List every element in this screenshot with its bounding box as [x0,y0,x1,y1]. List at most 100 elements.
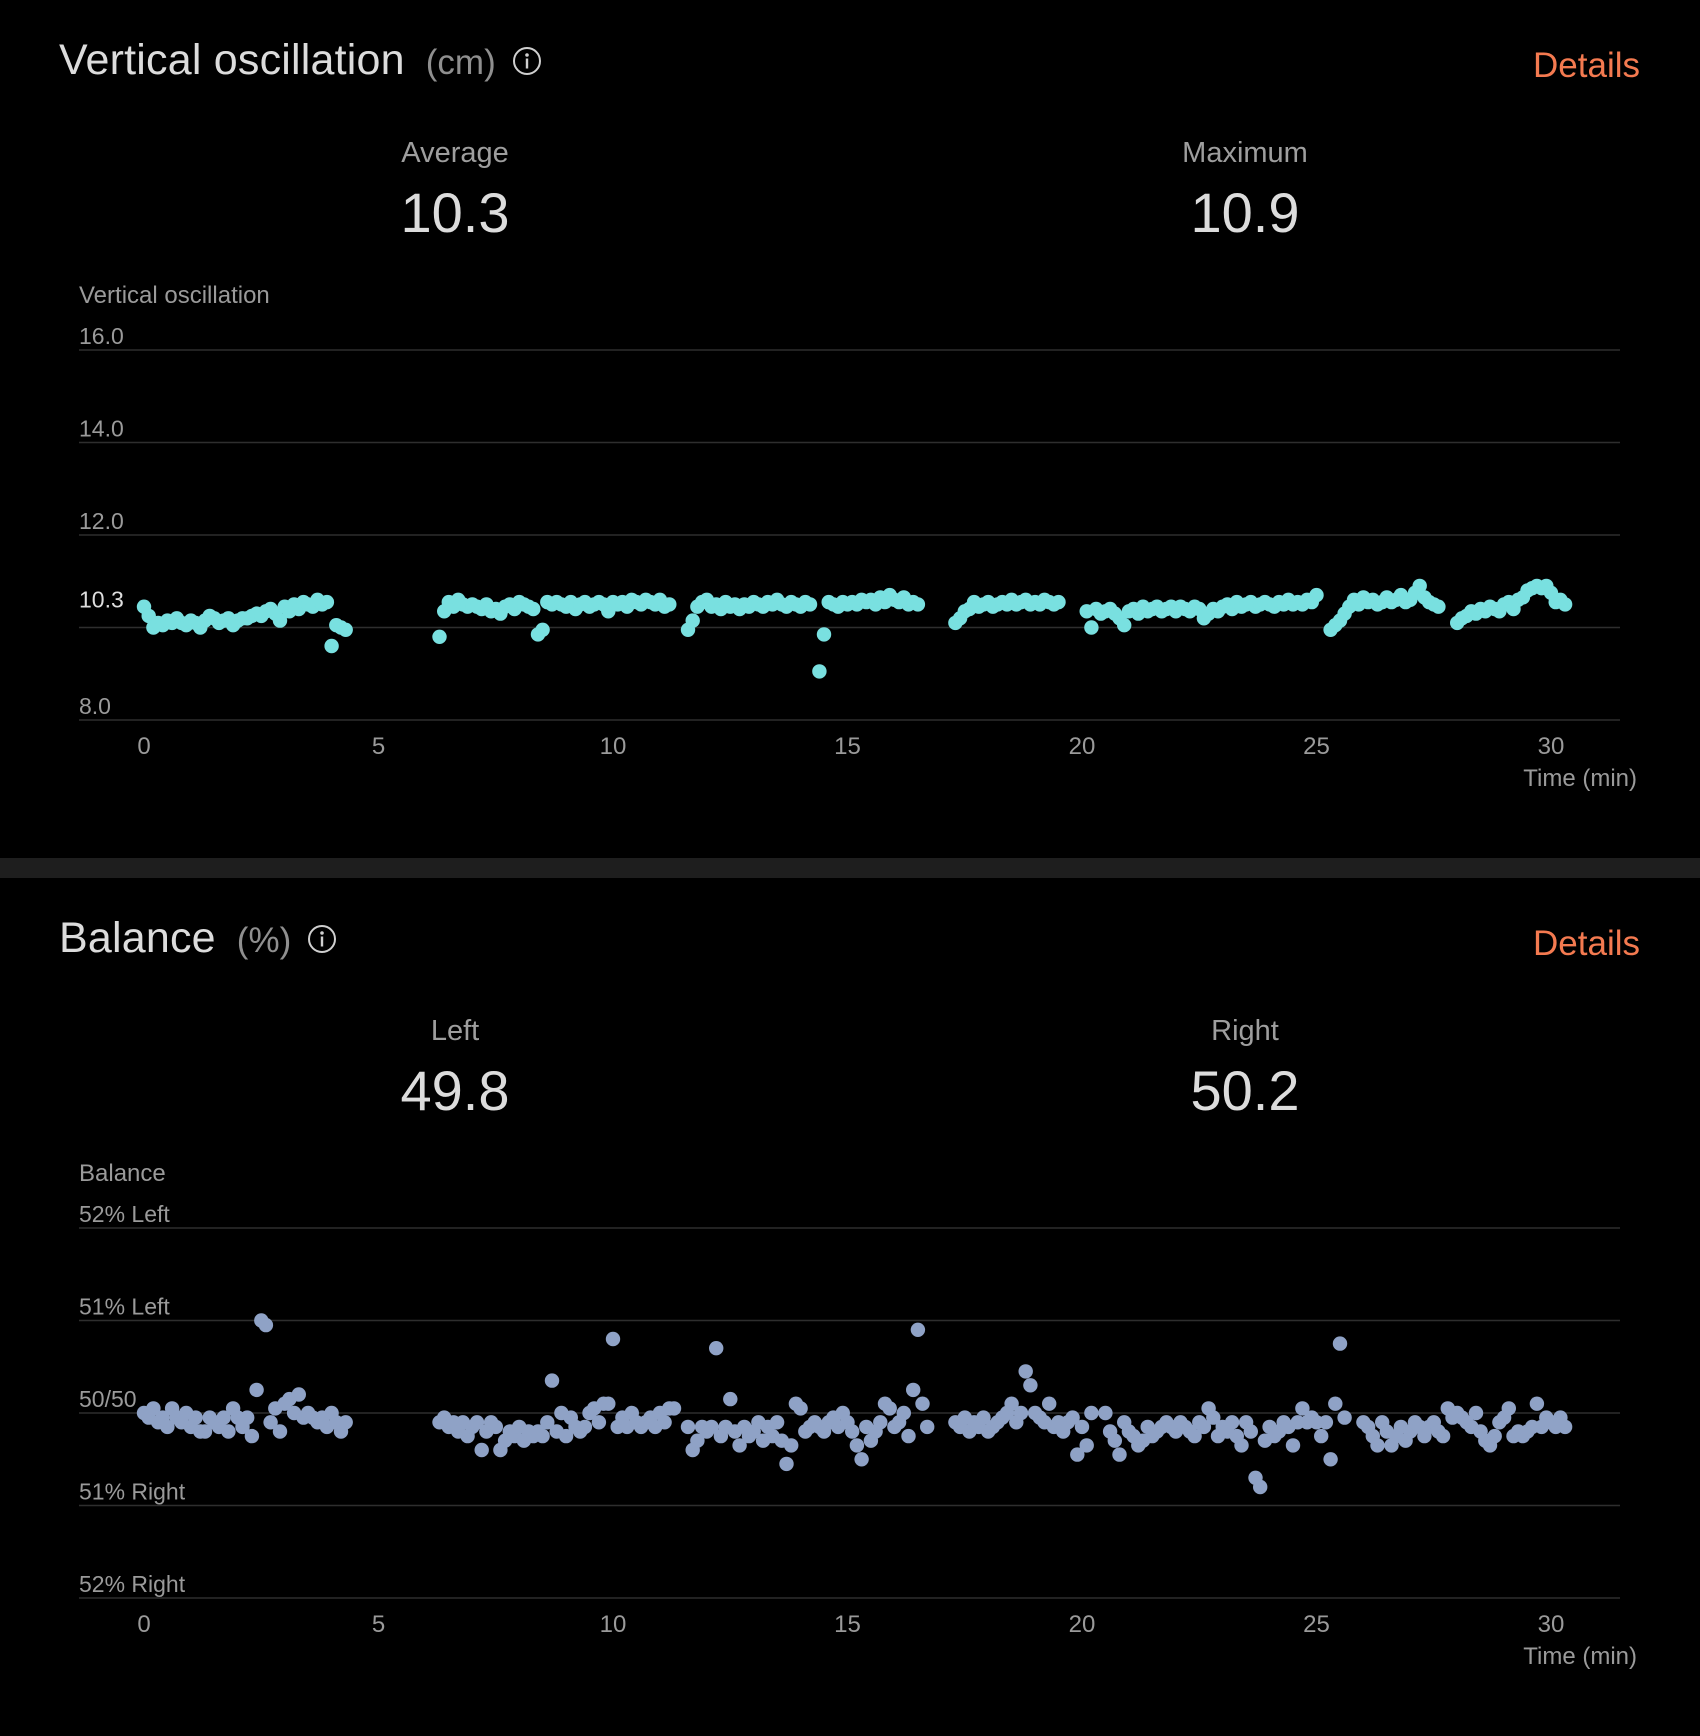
data-point [920,1419,935,1435]
data-point [910,597,926,612]
stat-left: Left 49.8 [305,1015,605,1123]
data-point [1112,1447,1127,1462]
stat-label: Maximum [1182,137,1308,169]
info-icon[interactable] [307,924,337,954]
data-point [1084,1405,1099,1421]
data-point [1557,597,1573,612]
x-axis-label: Time (min) [1523,1643,1637,1670]
y-tick-label: 50/50 [79,1386,137,1412]
data-point [1107,1433,1123,1448]
x-tick-label: 15 [834,733,861,760]
data-point [1004,1396,1019,1411]
data-point [601,1396,616,1411]
y-tick-label: 14.0 [79,416,124,442]
balance-card: Balance (%) Details Left 49.8 Right 50.2… [0,878,1700,1729]
data-point [488,1419,503,1435]
data-point [1051,594,1066,610]
data-point [1309,587,1324,603]
data-point [784,1438,799,1453]
data-point [319,594,335,610]
data-point [1328,1396,1343,1411]
data-point [1285,1438,1301,1453]
data-point [324,638,339,654]
stat-label: Left [430,1015,480,1047]
data-point [221,1424,236,1439]
data-point [474,1442,489,1458]
x-tick-label: 10 [600,1611,627,1638]
data-point [1070,1447,1085,1462]
y-tick-label: 12.0 [79,508,124,534]
data-point [1224,1415,1240,1430]
details-link[interactable]: Details [1533,46,1640,85]
data-point [1318,1415,1334,1430]
balance-header: Balance (%) [59,914,337,963]
data-point [976,1410,991,1425]
data-point [901,1428,916,1444]
x-tick-label: 30 [1538,733,1565,760]
data-point [1234,1438,1249,1453]
section-divider [0,858,1700,878]
details-link[interactable]: Details [1533,924,1640,963]
y-axis-title: Vertical oscillation [79,282,270,309]
data-point [1557,1419,1573,1435]
data-point [1098,1405,1113,1421]
data-point [1435,1428,1451,1444]
x-tick-label: 0 [137,733,150,760]
data-point [657,1415,672,1430]
data-point [1487,1428,1502,1444]
data-point [535,622,550,637]
data-point [1332,1336,1348,1351]
data-point [802,597,818,612]
data-point [188,1410,203,1425]
data-point [1295,1401,1310,1416]
data-point [662,597,677,612]
x-tick-label: 20 [1069,1611,1096,1638]
vertical-oscillation-title: Vertical oscillation [59,36,405,84]
stat-label: Right [1211,1015,1279,1047]
info-icon[interactable] [512,46,542,76]
data-point [1412,578,1427,594]
vertical-oscillation-unit: (cm) [425,43,496,82]
data-point [469,1415,485,1430]
data-point [845,1424,860,1439]
data-point [605,1331,621,1347]
balance-unit: (%) [236,921,292,960]
x-tick-label: 10 [600,733,627,760]
data-point [882,1401,897,1416]
stat-value: 49.8 [400,1059,510,1122]
data-point [666,1401,682,1416]
data-point [1243,1424,1259,1439]
y-axis-title: Balance [79,1160,166,1187]
data-point [338,622,353,637]
data-point [1018,1364,1033,1379]
data-point [1468,1405,1484,1421]
vertical-oscillation-chart: Vertical oscillation Time (min) 16.0 14.0… [79,282,1637,792]
data-point [272,613,288,628]
data-point [216,1410,231,1425]
y-tick-label: 8.0 [79,693,111,719]
data-point [1370,1438,1385,1453]
balance-chart: Balance Time (min) 52% Left 51% Left 50/50… [79,1160,1637,1670]
data-point [244,1428,260,1444]
data-point [240,1410,255,1425]
data-point [1529,1396,1545,1411]
data-point [338,1415,353,1430]
y-tick-label: 10.3 [79,587,124,613]
data-point [1023,1378,1038,1393]
data-point [540,1415,555,1430]
x-tick-label: 30 [1538,1611,1565,1638]
stat-value: 10.9 [1190,181,1300,244]
data-point [704,1419,719,1435]
data-point [1323,1452,1338,1467]
x-tick-label: 20 [1069,733,1096,760]
stat-average: Average 10.3 [305,137,605,245]
stat-right: Right 50.2 [1095,1015,1395,1123]
y-tick-label: 51% Left [79,1294,170,1320]
y-tick-label: 16.0 [79,323,124,349]
data-point [685,613,700,628]
data-point [272,1424,288,1439]
vertical-oscillation-header: Vertical oscillation (cm) [59,36,542,85]
data-point [1117,618,1132,633]
data-point [1337,1410,1352,1425]
data-point [249,1382,264,1398]
